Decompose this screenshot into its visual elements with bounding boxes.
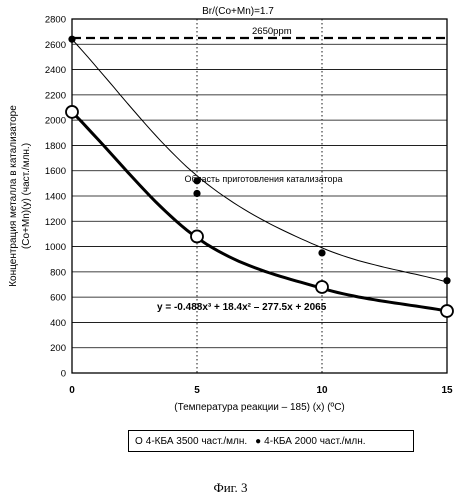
legend-label-2000: 4-КБА 2000 част./млн. [264,436,365,447]
y-tick-label: 800 [50,267,66,278]
x-tick-label: 0 [69,385,75,396]
data-point-3500 [66,106,78,118]
y-tick-label: 2800 [45,15,66,26]
legend-item-3500: O 4-КБА 3500 част./млн. [135,436,247,447]
chart-title: Br/(Co+Mn)=1.7 [202,6,274,17]
y-tick-label: 2000 [45,116,66,127]
reference-line-label: 2650ppm [252,26,292,37]
y-tick-label: 1000 [45,242,66,253]
data-point-2000 [443,277,450,284]
y-tick-label: 1800 [45,141,66,152]
data-point-2000 [68,36,75,43]
x-tick-label: 5 [194,385,200,396]
y-axis-label-line1: Концентрация металла в катализаторе [8,105,19,287]
legend: O 4-КБА 3500 част./млн. ● 4-КБА 2000 час… [128,430,414,452]
y-tick-label: 200 [50,343,66,354]
fit-curve-2000 [72,39,447,282]
legend-item-2000: ● 4-КБА 2000 част./млн. [255,436,365,447]
x-tick-label: 15 [441,385,453,396]
x-tick-label: 10 [316,385,328,396]
y-tick-label: 1200 [45,217,66,228]
figure-caption: Фиг. 3 [0,480,461,496]
data-point-3500 [441,305,453,317]
tick-labels: 0 200 400 600 800 1000 1200 1400 1600 1800 2000 220… [45,15,453,397]
y-tick-label: 2600 [45,40,66,51]
y-tick-label: 1600 [45,166,66,177]
grid [72,19,447,373]
data-point-2000 [193,190,200,197]
legend-label-3500: 4-КБА 3500 част./млн. [146,436,247,447]
open-circle-icon: O [135,436,143,447]
y-tick-label: 1400 [45,192,66,203]
y-tick-label: 0 [61,369,66,380]
y-axis-label-line2: (Co+Mn)(y) (част./млн.) [21,143,32,249]
filled-dot-icon: ● [255,436,261,447]
y-tick-label: 600 [50,293,66,304]
chart: 0 200 400 600 800 1000 1200 1400 1600 1800 2000 220… [0,0,461,470]
data-point-3500 [191,230,203,242]
y-tick-label: 2200 [45,90,66,101]
equation-label: y = -0.488x³ + 18.4x² – 277.5x + 2065 [157,302,327,313]
annotations: 2650ppm Br/(Co+Mn)=1.7 Область приготовлен… [8,6,447,413]
data-point-2000 [318,249,325,256]
y-tick-label: 400 [50,318,66,329]
x-axis-label: (Температура реакции – 185) (x) (ºC) [174,402,345,413]
data-point-3500 [316,281,328,293]
y-tick-label: 2400 [45,65,66,76]
region-label: Область приготовления катализатора [185,174,343,184]
fit-curve-3500 [72,112,447,311]
